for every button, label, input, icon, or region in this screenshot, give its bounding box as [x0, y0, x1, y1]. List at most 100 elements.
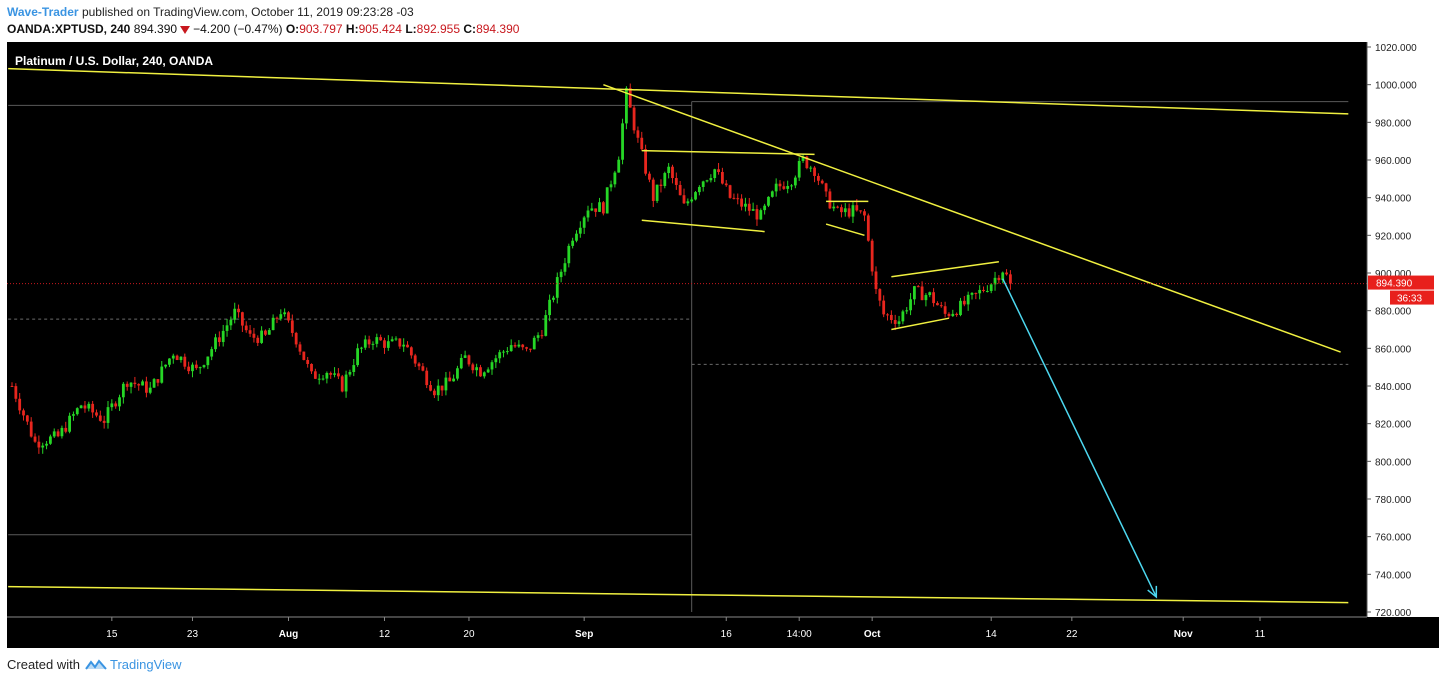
candle-body: [490, 362, 494, 370]
x-tick-label: 22: [1066, 629, 1078, 640]
y-tick-label: 960.000: [1375, 156, 1412, 167]
candle-body: [843, 208, 847, 213]
candle-body: [678, 184, 682, 196]
countdown-label: 36:33: [1397, 294, 1422, 305]
candle-body: [14, 386, 18, 399]
price-chart[interactable]: Platinum / U.S. Dollar, 240, OANDA 1020.…: [7, 42, 1439, 648]
candle-body: [840, 207, 843, 213]
price-axis[interactable]: 1020.000 1000.000 980.000 960.000 940.000 920…: [1366, 42, 1439, 619]
trendline[interactable]: [891, 260, 999, 278]
candle-body: [513, 345, 517, 347]
candle-body: [951, 313, 955, 317]
candle-body: [1005, 272, 1008, 275]
author-link[interactable]: Wave-Trader: [7, 5, 79, 19]
drawings[interactable]: [8, 67, 1349, 604]
candle-body: [348, 372, 352, 375]
candle-body: [1009, 274, 1012, 284]
y-tick-label: 940.000: [1375, 194, 1412, 205]
high-value: 905.424: [358, 22, 402, 36]
candle-body: [152, 379, 156, 388]
candle-body: [897, 321, 901, 324]
candle-body: [567, 245, 571, 264]
candle-body: [498, 352, 502, 359]
candle-body: [728, 185, 732, 198]
candle-body: [271, 317, 275, 331]
candle-body: [252, 333, 256, 338]
candle-body: [452, 378, 455, 382]
trendline[interactable]: [603, 83, 1341, 353]
low-label: L:: [405, 22, 417, 36]
candle-body: [721, 171, 724, 184]
candle-body: [325, 372, 329, 379]
created-with-text: Created with: [7, 657, 80, 672]
candle-body: [636, 130, 640, 138]
candle-body: [179, 356, 183, 361]
candle-body: [836, 206, 839, 208]
candle-body: [913, 286, 916, 300]
y-tick-label: 880.000: [1375, 307, 1412, 318]
candle-body: [406, 344, 409, 348]
candle-body: [851, 205, 855, 217]
candle-body: [770, 191, 774, 197]
candle-body: [866, 215, 870, 241]
candle-body: [10, 386, 14, 387]
candle-body: [982, 289, 985, 291]
candle-body: [548, 299, 551, 316]
candle-body: [471, 364, 475, 371]
candle-body: [168, 358, 171, 365]
candle-body: [578, 227, 582, 234]
trendline[interactable]: [641, 219, 765, 233]
price-label-badge: [1368, 275, 1434, 290]
y-tick-label: 980.000: [1375, 118, 1412, 129]
candle-body: [805, 156, 809, 169]
candle-body: [356, 348, 359, 366]
candle-body: [463, 355, 467, 358]
candle-body: [613, 172, 617, 185]
close-label: C:: [463, 22, 477, 36]
candle-body: [717, 169, 720, 172]
open-value: 903.797: [299, 22, 343, 36]
candle-body: [329, 372, 333, 375]
candle-body: [206, 356, 210, 366]
candle-body: [225, 325, 229, 331]
candle-body: [824, 183, 828, 192]
candle-body: [210, 349, 214, 357]
candle-body: [993, 277, 997, 285]
trendline[interactable]: [8, 67, 1349, 115]
candle-body: [648, 173, 651, 180]
trendline[interactable]: [641, 149, 815, 156]
candle-body: [893, 319, 897, 324]
time-axis-background: [7, 617, 1439, 648]
candle-body: [974, 292, 978, 294]
candle-body: [943, 306, 947, 314]
candle-body: [106, 407, 110, 423]
candle-body: [183, 356, 187, 367]
candle-body: [421, 366, 425, 371]
trendline[interactable]: [8, 585, 1349, 604]
candle-body: [448, 377, 452, 382]
y-tick-label: 920.000: [1375, 231, 1412, 242]
candle-body: [175, 355, 179, 361]
candle-body: [997, 277, 1001, 281]
candle-body: [413, 355, 417, 364]
candle-body: [321, 378, 325, 380]
candle-body: [605, 187, 609, 214]
candle-body: [145, 381, 148, 393]
trendline[interactable]: [825, 223, 865, 237]
candle-body: [878, 289, 882, 301]
candle-body: [340, 376, 344, 392]
time-axis[interactable]: 15 23 Aug 12 20 Sep 16 14:00 Oct 14 22 Nov 11: [7, 616, 1439, 648]
candle-body: [187, 366, 191, 372]
candle-body: [625, 88, 628, 124]
candle-body: [517, 344, 521, 347]
candle-body: [33, 436, 37, 442]
candle-body: [237, 308, 240, 313]
tradingview-link[interactable]: TradingView: [109, 657, 182, 672]
candle-body: [79, 405, 83, 409]
forecast-arrow[interactable]: [1002, 278, 1157, 598]
candle-body: [889, 314, 893, 320]
candle-body: [37, 441, 41, 448]
trendline[interactable]: [891, 317, 950, 331]
candle-body: [989, 284, 993, 291]
candle-body: [955, 313, 959, 316]
